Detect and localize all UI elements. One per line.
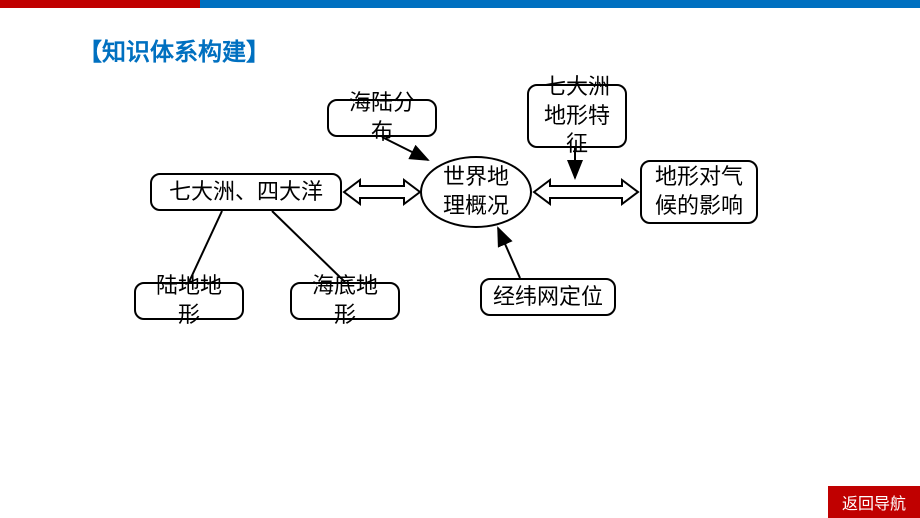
- node-leaf1: 陆地地形: [134, 282, 244, 320]
- node-top1-label: 海陆分布: [339, 89, 425, 146]
- edge-left-leaf1: [189, 211, 222, 282]
- node-leaf2-label: 海底地形: [302, 272, 388, 329]
- connectors-svg: [0, 0, 920, 518]
- node-center-label: 世界地理概况: [443, 163, 509, 220]
- double-arrow-left: [344, 180, 420, 204]
- node-right: 地形对气候的影响: [640, 160, 758, 224]
- knowledge-diagram: 世界地理概况 海陆分布 七大洲地形特征 七大洲、四大洋 地形对气候的影响 经纬网…: [0, 0, 920, 518]
- node-left: 七大洲、四大洋: [150, 173, 342, 211]
- node-bottom-label: 经纬网定位: [493, 283, 603, 312]
- node-top2: 七大洲地形特征: [527, 84, 627, 148]
- node-right-label: 地形对气候的影响: [655, 163, 743, 220]
- node-left-label: 七大洲、四大洋: [169, 178, 323, 207]
- node-leaf1-label: 陆地地形: [146, 272, 232, 329]
- node-leaf2: 海底地形: [290, 282, 400, 320]
- edge-left-leaf2: [272, 211, 345, 282]
- node-top2-label: 七大洲地形特征: [539, 73, 615, 159]
- node-bottom: 经纬网定位: [480, 278, 616, 316]
- edge-bottom-center: [498, 228, 520, 278]
- back-nav-button[interactable]: 返回导航: [828, 486, 920, 518]
- double-arrow-right: [534, 180, 638, 204]
- node-top1: 海陆分布: [327, 99, 437, 137]
- back-nav-label: 返回导航: [842, 496, 906, 513]
- node-center: 世界地理概况: [420, 156, 532, 228]
